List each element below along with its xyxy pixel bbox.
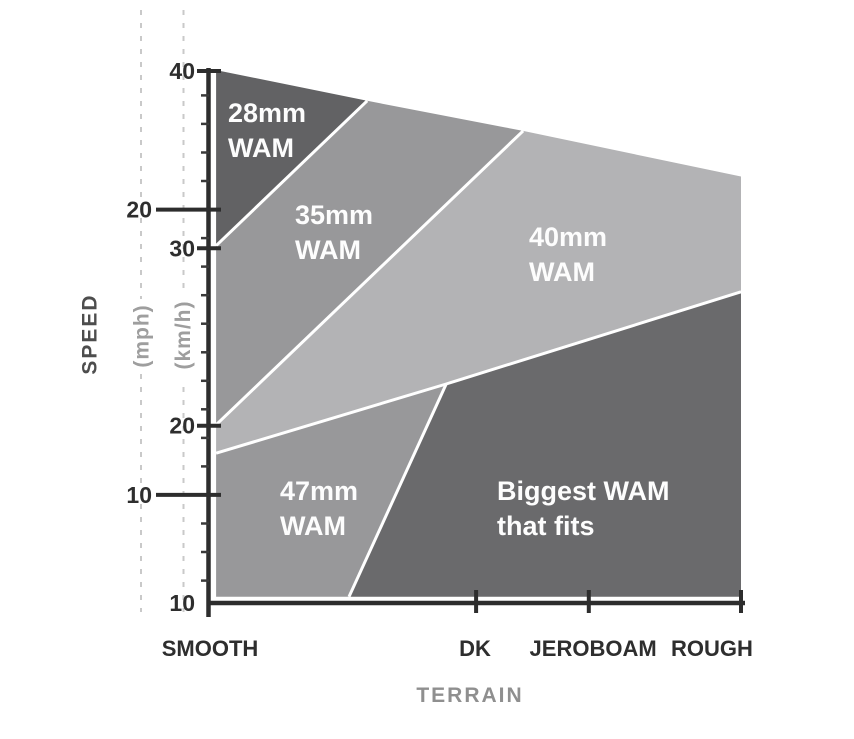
kmh-label-mask bbox=[169, 291, 198, 379]
kmh-tick-label-20: 20 bbox=[169, 413, 195, 439]
region-separator-1 bbox=[215, 99, 369, 247]
region-separator-2 bbox=[215, 129, 525, 426]
kmh-tick-label-40: 40 bbox=[169, 58, 195, 84]
mph-tick-label-10: 10 bbox=[126, 482, 152, 508]
mph-tick-label-20: 20 bbox=[126, 197, 152, 223]
mph-unit-label: (mph) bbox=[131, 304, 154, 367]
terrain-label-jeroboam: JEROBOAM bbox=[530, 636, 657, 661]
kmh-tick-label-10: 10 bbox=[169, 590, 195, 616]
region-label-40mm-wam: 40mm WAM bbox=[529, 222, 607, 287]
region-40mm-wam bbox=[216, 130, 742, 454]
terrain-label-smooth: SMOOTH bbox=[162, 636, 259, 661]
mph-label-mask bbox=[128, 299, 156, 373]
terrain-axis-title: TERRAIN bbox=[416, 684, 523, 707]
region-label-biggest-wam-that-fits: Biggest WAM that fits bbox=[497, 476, 670, 541]
region-separators bbox=[215, 99, 742, 598]
x-axis-ticks: SMOOTH DK JEROBOAM ROUGH bbox=[162, 590, 753, 661]
kmh-tick-label-30: 30 bbox=[169, 235, 195, 261]
region-labels: 28mm WAM 35mm WAM 40mm WAM 47mm WAM Biggest WAM t… bbox=[228, 98, 670, 541]
region-separator-4 bbox=[347, 383, 448, 598]
speed-axis-title: SPEED bbox=[79, 293, 102, 374]
wam-regions bbox=[216, 70, 742, 597]
terrain-label-dk: DK bbox=[459, 636, 491, 661]
kmh-unit-label: (km/h) bbox=[172, 301, 195, 370]
y-axis-ticks: 40 30 20 10 20 10 bbox=[126, 58, 221, 616]
region-28mm-wam bbox=[216, 70, 368, 246]
region-label-47mm-wam: 47mm WAM bbox=[280, 476, 358, 541]
region-biggest-wam-that-fits bbox=[349, 291, 741, 597]
region-35mm-wam bbox=[216, 100, 524, 425]
terrain-label-rough: ROUGH bbox=[671, 636, 753, 661]
region-label-28mm-wam: 28mm WAM bbox=[228, 98, 306, 163]
region-label-35mm-wam: 35mm WAM bbox=[295, 200, 373, 265]
